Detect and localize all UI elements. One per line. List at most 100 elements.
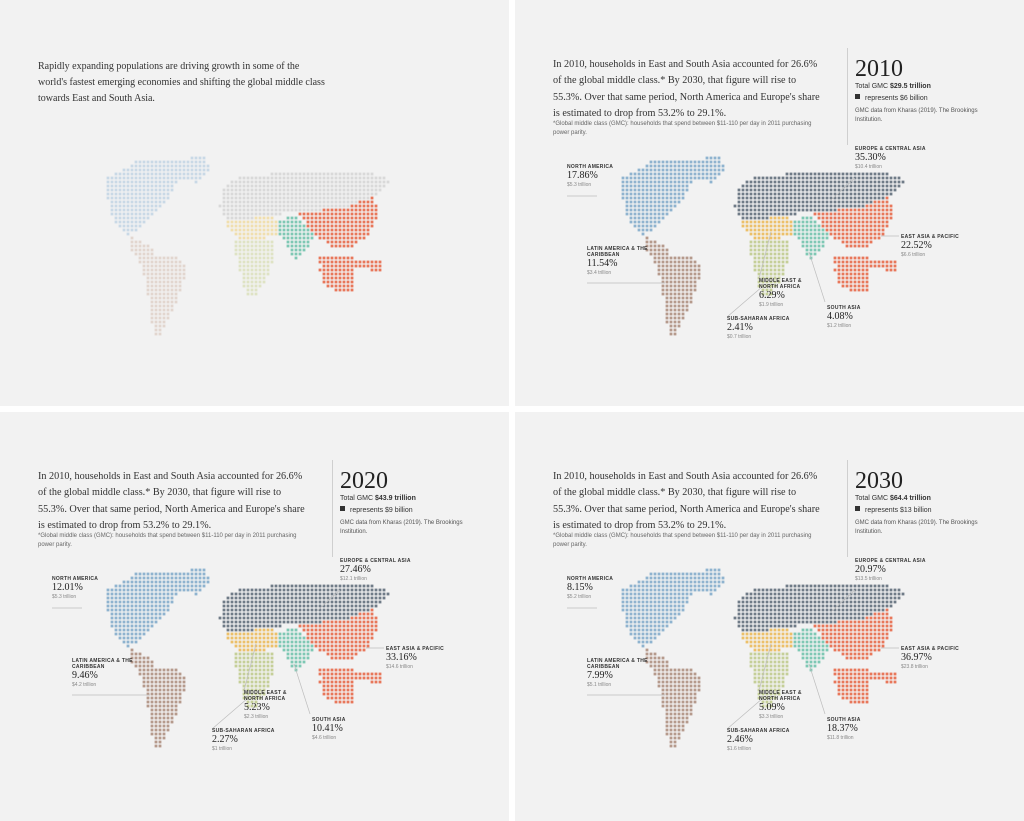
map-dot-europe-central-asia xyxy=(258,204,262,208)
map-dot-europe-central-asia xyxy=(342,200,346,204)
map-dot-latin-america xyxy=(146,676,150,680)
map-dot-east-asia-pacific xyxy=(358,616,362,620)
map-dot-europe-central-asia xyxy=(773,196,777,200)
map-dot-europe-central-asia xyxy=(334,188,338,192)
map-dot-east-asia-pacific xyxy=(346,680,350,684)
map-dot-east-asia-pacific xyxy=(342,692,346,696)
map-dot-europe-central-asia xyxy=(258,588,262,592)
map-dot-latin-america xyxy=(182,680,186,684)
map-dot-europe-central-asia xyxy=(869,612,873,616)
map-dot-east-asia-pacific xyxy=(825,216,829,220)
map-dot-east-asia-pacific xyxy=(338,228,342,232)
map-dot-sub-saharan-africa xyxy=(785,240,789,244)
map-dot-south-asia xyxy=(821,228,825,232)
map-dot-north-america xyxy=(174,180,178,184)
map-dot-europe-central-asia xyxy=(789,592,793,596)
map-dot-east-asia-pacific xyxy=(302,212,306,216)
map-dot-mena xyxy=(789,636,793,640)
map-dot-europe-central-asia xyxy=(270,200,274,204)
map-dot-europe-central-asia xyxy=(306,188,310,192)
map-dot-north-america xyxy=(158,204,162,208)
map-dot-latin-america xyxy=(166,668,170,672)
map-dot-europe-central-asia xyxy=(334,588,338,592)
map-dot-europe-central-asia xyxy=(274,600,278,604)
map-dot-europe-central-asia xyxy=(817,184,821,188)
map-dot-north-america xyxy=(669,180,673,184)
map-dot-europe-central-asia xyxy=(234,600,238,604)
map-dot-south-asia xyxy=(298,252,302,256)
map-dot-east-asia-pacific xyxy=(845,260,849,264)
map-dot-east-asia-pacific xyxy=(350,276,354,280)
map-dot-north-america xyxy=(190,160,194,164)
map-dot-south-asia xyxy=(801,244,805,248)
map-dot-sub-saharan-africa xyxy=(250,248,254,252)
map-dot-east-asia-pacific xyxy=(849,212,853,216)
map-dot-north-america xyxy=(158,196,162,200)
map-dot-north-america xyxy=(122,616,126,620)
map-dot-north-america xyxy=(677,612,681,616)
map-dot-south-asia xyxy=(809,644,813,648)
map-dot-sub-saharan-africa xyxy=(785,256,789,260)
map-dot-north-america xyxy=(154,588,158,592)
map-dot-east-asia-pacific xyxy=(845,620,849,624)
map-dot-europe-central-asia xyxy=(318,192,322,196)
map-dot-south-asia xyxy=(290,628,294,632)
map-dot-east-asia-pacific xyxy=(849,632,853,636)
map-dot-north-america xyxy=(134,164,138,168)
map-dot-north-america xyxy=(721,576,725,580)
map-dot-north-america xyxy=(665,168,669,172)
map-dot-north-america xyxy=(142,588,146,592)
map-dot-europe-central-asia xyxy=(230,180,234,184)
map-dot-latin-america xyxy=(677,308,681,312)
map-dot-east-asia-pacific xyxy=(857,652,861,656)
map-dot-north-america xyxy=(158,176,162,180)
map-dot-sub-saharan-africa xyxy=(242,664,246,668)
map-dot-north-america xyxy=(709,568,713,572)
map-dot-north-america xyxy=(158,612,162,616)
map-dot-europe-central-asia xyxy=(877,596,881,600)
map-dot-europe-central-asia xyxy=(781,612,785,616)
map-dot-latin-america xyxy=(166,700,170,704)
map-dot-sub-saharan-africa xyxy=(250,284,254,288)
map-dot-north-america xyxy=(633,628,637,632)
map-dot-latin-america xyxy=(178,280,182,284)
map-dot-mena xyxy=(765,236,769,240)
map-dot-north-america xyxy=(661,620,665,624)
map-dot-east-asia-pacific xyxy=(338,668,342,672)
map-dot-europe-central-asia xyxy=(761,592,765,596)
map-dot-north-america xyxy=(162,600,166,604)
map-dot-sub-saharan-africa xyxy=(761,288,765,292)
map-dot-latin-america xyxy=(158,300,162,304)
map-dot-latin-america xyxy=(150,700,154,704)
map-dot-east-asia-pacific xyxy=(362,212,366,216)
map-dot-europe-central-asia xyxy=(845,608,849,612)
map-dot-europe-central-asia xyxy=(306,608,310,612)
map-dot-north-america xyxy=(146,584,150,588)
map-dot-europe-central-asia xyxy=(266,184,270,188)
map-dot-europe-central-asia xyxy=(849,176,853,180)
map-dot-europe-central-asia xyxy=(841,172,845,176)
map-dot-europe-central-asia xyxy=(242,180,246,184)
map-dot-europe-central-asia xyxy=(837,608,841,612)
map-dot-europe-central-asia xyxy=(857,608,861,612)
map-dot-europe-central-asia xyxy=(749,608,753,612)
map-dot-east-asia-pacific xyxy=(829,216,833,220)
map-dot-north-america xyxy=(629,196,633,200)
map-dot-latin-america xyxy=(677,264,681,268)
map-dot-south-asia xyxy=(286,224,290,228)
map-dot-europe-central-asia xyxy=(346,608,350,612)
map-dot-europe-central-asia xyxy=(757,200,761,204)
region-value: $12.1 trillion xyxy=(340,576,367,582)
map-dot-south-asia xyxy=(302,232,306,236)
map-dot-north-america xyxy=(154,572,158,576)
map-dot-europe-central-asia xyxy=(837,612,841,616)
map-dot-south-asia xyxy=(298,632,302,636)
map-dot-east-asia-pacific xyxy=(845,648,849,652)
map-dot-europe-central-asia xyxy=(342,612,346,616)
map-dot-east-asia-pacific xyxy=(322,684,326,688)
map-dot-north-america xyxy=(162,596,166,600)
region-share: 4.08% xyxy=(827,311,853,322)
map-dot-south-asia xyxy=(817,248,821,252)
map-dot-north-america xyxy=(130,208,134,212)
map-dot-europe-central-asia xyxy=(837,196,841,200)
